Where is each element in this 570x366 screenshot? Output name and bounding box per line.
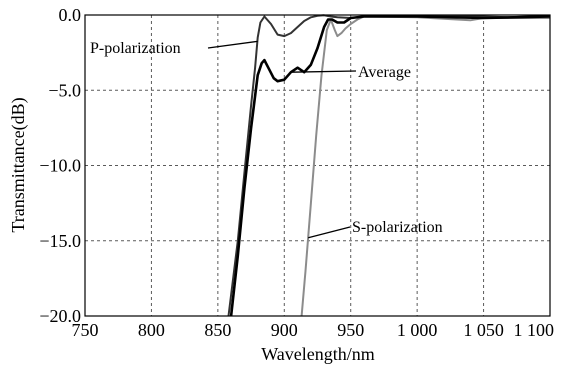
annotations: P-polarization Average S-polarization [90,40,443,239]
y-tick-labels: 0.0 −5.0 −10.0 −15.0 −20.0 [39,5,81,326]
y-axis-title: Transmittance(dB) [8,97,29,232]
x-tick-label: 900 [271,320,298,340]
y-tick-label: 0.0 [59,5,82,25]
plot-frame [84,14,551,317]
y-tick-label: −20.0 [39,306,81,326]
x-tick-label: 750 [72,320,99,340]
x-axis-title: Wavelength/nm [261,344,375,364]
x-tick-label: 1 100 [514,320,555,340]
grid [85,15,550,316]
x-tick-labels: 750 800 850 900 950 1 000 1 050 1 100 [72,320,555,340]
x-tick-label: 850 [204,320,231,340]
annotation-label-average: Average [358,64,411,81]
y-tick-label: −5.0 [48,80,81,100]
x-tick-label: 1 000 [397,320,438,340]
annotation-leader-s-polarization [308,226,351,239]
annotation-label-s-polarization: S-polarization [352,219,443,236]
x-tick-label: 1 050 [463,320,504,340]
annotation-leader-p-polarization [207,40,258,49]
series-line-s-polarization [300,15,550,317]
x-tick-label: 950 [337,320,364,340]
y-tick-label: −10.0 [39,156,81,176]
series-group [227,14,551,317]
series-line-average [229,15,551,317]
y-tick-label: −15.0 [39,231,81,251]
annotation-leader-average [290,70,357,73]
x-tick-label: 800 [138,320,165,340]
annotation-label-p-polarization: P-polarization [90,40,181,57]
